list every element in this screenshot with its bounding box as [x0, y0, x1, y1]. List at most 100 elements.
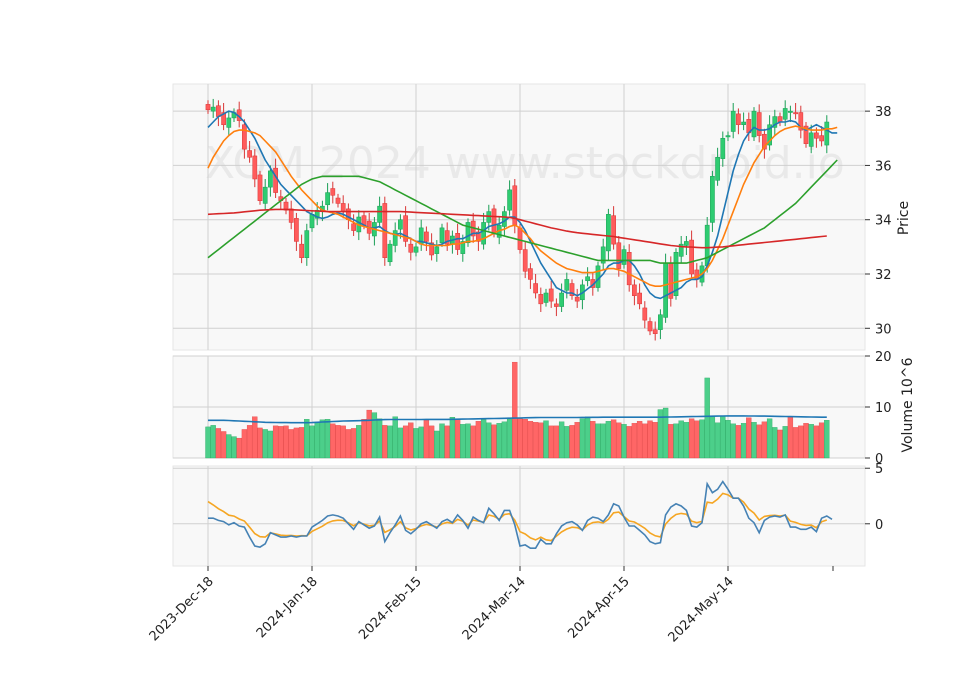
candle-body: [247, 150, 252, 158]
candle-body: [434, 246, 440, 254]
volume-bar: [694, 420, 700, 459]
watermark-text: XOM 2024 www.stockdroid.io: [205, 138, 845, 189]
macd-line: [208, 480, 833, 549]
volume-bar: [740, 423, 747, 459]
volume-bar: [501, 421, 508, 459]
candle-body: [429, 242, 434, 256]
volume-bar: [428, 425, 435, 459]
volume-bar: [449, 417, 456, 459]
volume-bar: [777, 429, 783, 459]
volume-bar: [418, 426, 424, 459]
candle-body: [528, 268, 533, 280]
candle-body: [736, 113, 741, 125]
candle-body: [751, 110, 757, 138]
candle-body: [538, 294, 544, 305]
candle-body: [548, 288, 554, 302]
volume-bar: [668, 424, 674, 459]
candle-body: [304, 230, 310, 258]
volume-bar: [340, 425, 346, 459]
x-tick-label: 2024-Feb-15: [356, 574, 425, 643]
candle-body: [600, 246, 606, 264]
volume-bar: [496, 423, 502, 459]
volume-bar: [434, 430, 440, 459]
candle-body: [299, 243, 304, 258]
x-tick-label: 2023-Dec-18: [147, 574, 217, 644]
candle-body: [642, 307, 648, 321]
candle-body: [814, 132, 819, 139]
candle-body: [403, 215, 408, 242]
volume-bar: [491, 424, 497, 459]
volume-bar: [413, 428, 419, 459]
volume-bar: [220, 431, 227, 459]
candle-body: [533, 283, 538, 294]
volume-bar: [376, 418, 383, 459]
candle-body: [257, 174, 263, 201]
volume-bar: [439, 423, 445, 459]
candle-body: [335, 197, 341, 204]
volume-bar: [808, 424, 814, 459]
candle-body: [782, 108, 788, 120]
macd-panel-background: [172, 465, 866, 567]
volume-bar: [314, 422, 320, 459]
volume-bar: [480, 419, 487, 459]
volume-bar: [579, 418, 586, 459]
volume-bar: [460, 424, 466, 459]
candle-body: [252, 155, 258, 180]
volume-bar: [402, 425, 409, 459]
candle-body: [772, 116, 778, 128]
vol-y-tick-label: 10: [875, 401, 892, 416]
candle-body: [663, 262, 668, 318]
volume-bar: [246, 425, 253, 459]
candle-body: [803, 125, 809, 144]
candle-body: [325, 192, 330, 206]
volume-bar: [761, 421, 768, 459]
candle-body: [507, 189, 512, 211]
volume-bar: [662, 407, 669, 459]
candle-body: [819, 135, 824, 142]
volume-bar: [688, 418, 695, 459]
candle-body: [808, 132, 814, 147]
volume-bar: [652, 422, 658, 459]
candle-body: [491, 208, 497, 234]
candle-body: [720, 138, 726, 159]
candle-body: [741, 121, 746, 125]
candle-body: [725, 135, 731, 138]
candle-body: [377, 205, 382, 223]
candle-body: [522, 249, 528, 272]
volume-bar: [293, 427, 300, 459]
volume-bar: [361, 419, 367, 459]
volume-bar: [205, 426, 211, 459]
volume-bar: [527, 421, 534, 459]
volume-bar: [798, 425, 804, 459]
candle-body: [439, 227, 445, 244]
candle-body: [554, 303, 559, 307]
volume-bar: [803, 423, 809, 459]
volume-bar: [792, 427, 799, 459]
macd-y-tick-label: 0: [875, 518, 883, 533]
volume-bar: [257, 427, 263, 459]
volume-bar: [454, 419, 461, 459]
volume-bar: [288, 429, 294, 459]
volume-bar: [366, 409, 372, 459]
candle-body: [824, 121, 830, 146]
volume-bar: [595, 423, 601, 459]
macd-panel: [172, 465, 866, 567]
volume-bar: [272, 425, 279, 459]
candle-body: [756, 112, 762, 136]
volume-bar: [673, 423, 679, 459]
volume-bar: [751, 422, 757, 459]
volume-bar: [371, 412, 378, 459]
macd-y-tick-label: 5: [875, 462, 883, 477]
candle-body: [455, 233, 460, 250]
volume-bar: [538, 422, 544, 459]
volume-bar: [574, 422, 580, 459]
price-y-tick-label: 36: [875, 159, 892, 174]
volume-bar: [532, 422, 539, 459]
volume-bar: [720, 416, 726, 459]
volume-bar: [782, 426, 788, 459]
candle-body: [288, 208, 294, 223]
volume-bar: [631, 423, 638, 459]
volume-bar: [304, 419, 310, 459]
volume-bar: [262, 429, 268, 459]
